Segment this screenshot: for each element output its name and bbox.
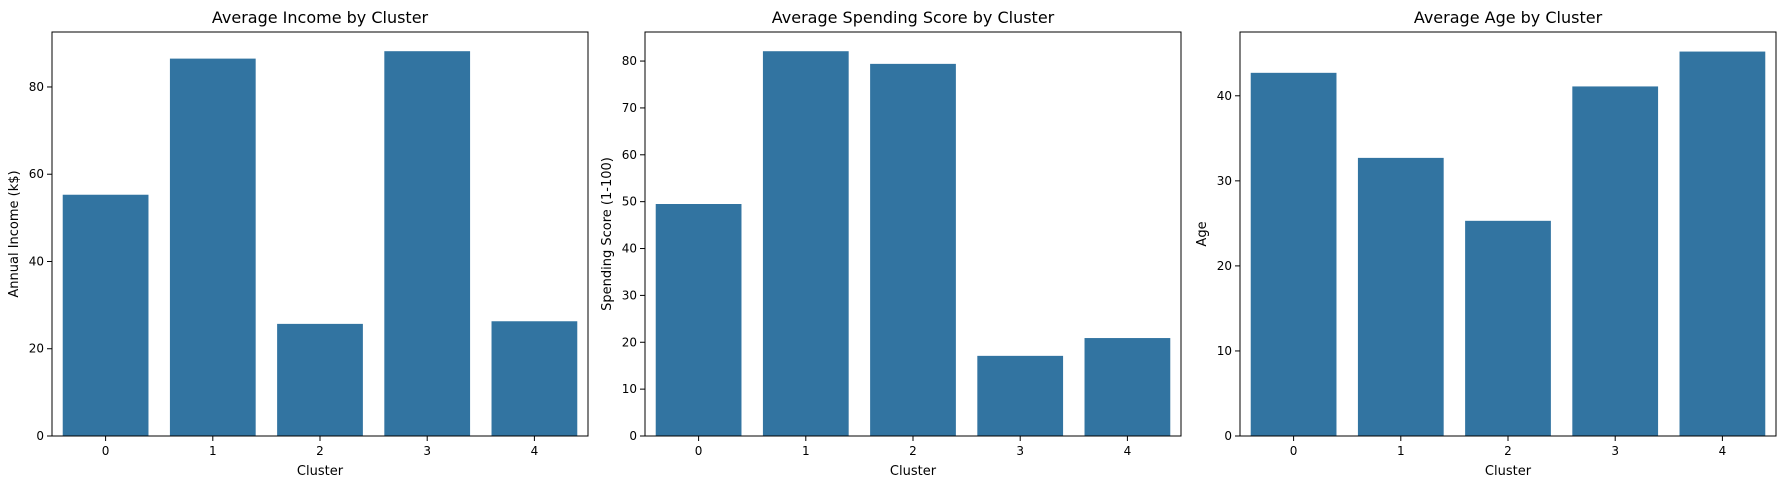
x-tick-label: 1 [1397, 444, 1405, 458]
bar-cluster-0 [62, 194, 149, 436]
y-tick-label: 10 [1217, 344, 1232, 358]
y-axis-label: Age [1195, 221, 1210, 246]
y-tick-label: 20 [1217, 259, 1232, 273]
y-tick-label: 60 [29, 167, 44, 181]
x-tick-label: 1 [802, 444, 810, 458]
x-axis-label: Cluster [1485, 464, 1532, 479]
x-tick-label: 2 [1504, 444, 1512, 458]
y-tick-label: 20 [29, 342, 44, 356]
y-tick-label: 70 [622, 101, 637, 115]
bar-cluster-4 [1084, 338, 1171, 436]
x-tick-label: 3 [423, 444, 431, 458]
bar-cluster-0 [655, 204, 742, 436]
x-tick-label: 2 [909, 444, 917, 458]
y-tick-label: 40 [622, 242, 637, 256]
chart-0: Average Income by Cluster 0 20 40 60 80 0 1 2 3 4 C… [7, 8, 589, 479]
bar-cluster-2 [870, 63, 956, 437]
bar-cluster-3 [1572, 86, 1659, 436]
y-axis-label: Annual Income (k$) [7, 170, 22, 297]
y-tick-label: 30 [622, 288, 637, 302]
y-tick-label: 30 [1217, 174, 1232, 188]
bar-cluster-2 [277, 323, 363, 436]
chart-1: Average Spending Score by Cluster0102030… [600, 8, 1182, 479]
x-tick-label: 3 [1016, 444, 1024, 458]
bar-cluster-1 [762, 51, 849, 436]
bar-cluster-2 [1465, 220, 1551, 436]
y-tick-label: 40 [1217, 89, 1232, 103]
y-tick-label: 80 [622, 54, 637, 68]
x-tick-label: 2 [316, 444, 324, 458]
x-tick-label: 3 [1611, 444, 1619, 458]
bar-cluster-4 [491, 321, 578, 436]
bar-cluster-1 [169, 58, 256, 436]
x-tick-label: 0 [102, 444, 110, 458]
bar-cluster-0 [1250, 72, 1337, 437]
x-axis-label: Cluster [297, 464, 344, 479]
bar-cluster-4 [1679, 51, 1766, 437]
y-tick-label: 0 [629, 429, 637, 443]
chart-title: Average Spending Score by Cluster [772, 8, 1055, 27]
x-tick-label: 0 [1290, 444, 1298, 458]
y-tick-label: 80 [29, 80, 44, 94]
y-tick-label: 40 [29, 254, 44, 268]
y-tick-label: 50 [622, 195, 637, 209]
y-axis-label: Spending Score (1-100) [600, 157, 615, 311]
x-axis-label: Cluster [890, 464, 937, 479]
x-tick-label: 4 [1719, 444, 1727, 458]
x-tick-label: 0 [695, 444, 703, 458]
bar-cluster-3 [977, 355, 1064, 436]
chart-title: Average Income by Cluster [212, 8, 429, 27]
y-tick-label: 0 [1224, 429, 1232, 443]
y-tick-label: 10 [622, 382, 637, 396]
x-tick-label: 1 [209, 444, 217, 458]
x-tick-label: 4 [531, 444, 539, 458]
bar-cluster-3 [384, 51, 471, 437]
chart-2: Average Age by Cluster 0 10 20 30 40 0 1 2 3 4 Clus… [1195, 8, 1777, 479]
y-tick-label: 0 [36, 429, 44, 443]
bar-cluster-1 [1357, 157, 1444, 436]
chart-title: Average Age by Cluster [1414, 8, 1603, 27]
y-tick-label: 60 [622, 148, 637, 162]
y-tick-label: 20 [622, 335, 637, 349]
x-tick-label: 4 [1124, 444, 1132, 458]
